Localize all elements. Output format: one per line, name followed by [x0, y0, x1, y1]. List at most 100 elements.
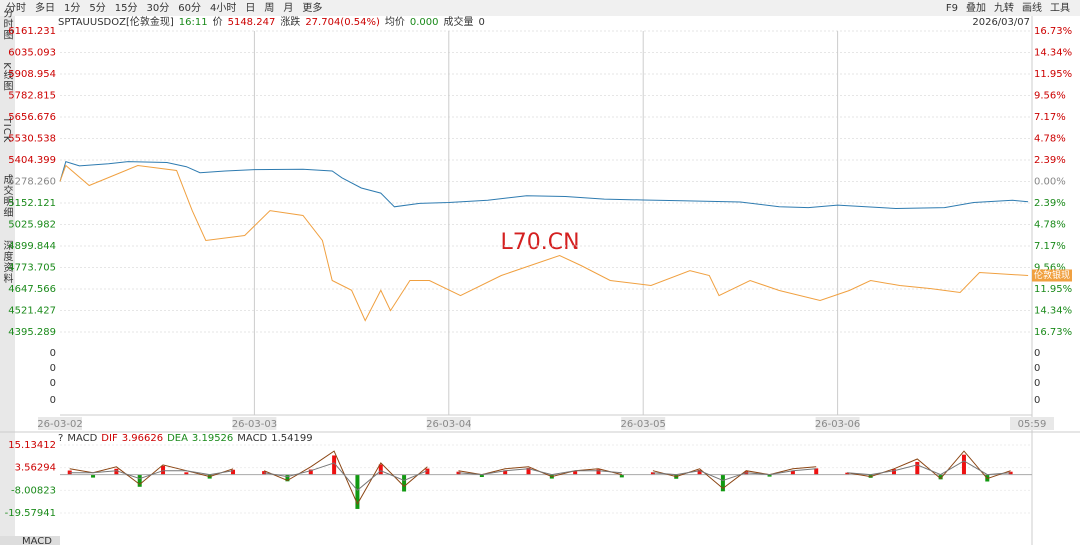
y-tick-label: 5530.538	[8, 133, 56, 144]
blank-tick: 0	[1034, 348, 1040, 359]
info-symbol: SPTAUUSDOZ[伦敦金现]	[58, 15, 174, 28]
info-time: 16:11	[179, 17, 208, 28]
x-tick-label: 26-03-04	[426, 419, 471, 430]
y2-tick-label: 2.39%	[1034, 155, 1066, 166]
y2-tick-label: 4.78%	[1034, 134, 1066, 145]
toolbar	[0, 0, 1080, 16]
macd-dea-line	[652, 468, 817, 482]
y-tick-label: 4521.427	[8, 306, 56, 317]
macd-dif-line	[652, 466, 817, 490]
tool-button[interactable]: 叠加	[966, 2, 986, 14]
macd-bar	[526, 467, 531, 475]
x-tick-bg	[426, 417, 471, 430]
macd-bar	[285, 474, 290, 482]
y-tick-label: 5152.121	[8, 198, 56, 209]
x-tick-label: 26-03-05	[621, 419, 666, 430]
tool-button[interactable]: 工具	[1050, 2, 1070, 14]
macd-dea-line	[69, 470, 234, 480]
x-tick-bg	[621, 417, 666, 430]
period-tab[interactable]: 15分	[115, 2, 138, 14]
macd-tick-label: -19.57941	[5, 508, 56, 519]
info-change: 27.704(0.54%)	[305, 17, 380, 28]
period-tab[interactable]: 月	[283, 2, 293, 14]
side-tab[interactable]: K线图	[1, 62, 13, 92]
y2-tick-label: 14.34%	[1034, 48, 1072, 59]
blank-tick: 0	[1034, 395, 1040, 406]
macd-bar	[114, 468, 119, 475]
period-tab[interactable]: 4小时	[210, 2, 236, 14]
x-tick-bg	[38, 417, 82, 430]
x-tick-bg	[1010, 417, 1054, 430]
period-tab[interactable]: 1分	[64, 2, 80, 14]
y2-tick-label: 14.34%	[1034, 306, 1072, 317]
tool-button[interactable]: F9	[946, 3, 958, 14]
y2-tick-label: 9.56%	[1034, 263, 1066, 274]
overlay-line	[59, 164, 1029, 322]
period-tab[interactable]: 更多	[302, 1, 322, 14]
macd-tab-bg	[0, 536, 60, 545]
macd-bar	[231, 469, 236, 475]
y-tick-label: 4395.289	[8, 327, 56, 338]
macd-bar	[891, 469, 896, 475]
macd-dea-line	[847, 460, 1011, 476]
info-change-label: 涨跌	[280, 15, 300, 28]
x-tick-bg	[232, 417, 277, 430]
overlay-badge	[1032, 269, 1072, 282]
side-tab[interactable]: 深度资料	[1, 240, 13, 284]
y-tick-label: 4773.705	[8, 263, 56, 274]
blank-tick: 0	[50, 395, 56, 406]
period-tab[interactable]: 5分	[89, 2, 105, 14]
y2-tick-label: 11.95%	[1034, 69, 1072, 80]
side-tab[interactable]: 分时图	[1, 7, 13, 40]
tool-button[interactable]: 画线	[1022, 1, 1042, 14]
macd-dif-line	[847, 450, 1011, 480]
macd-dea: 3.19526	[192, 433, 233, 444]
macd-bar	[697, 469, 702, 475]
period-tab[interactable]: 60分	[178, 2, 201, 14]
macd-bar	[790, 470, 795, 475]
y-tick-label: 5782.815	[8, 90, 56, 101]
macd-bar	[845, 472, 850, 475]
info-avg: 0.000	[410, 17, 439, 28]
macd-bar	[650, 472, 655, 475]
macd-bar	[137, 474, 142, 487]
y-tick-label: 5404.399	[8, 155, 56, 166]
macd-help: ?	[58, 433, 63, 444]
tool-button[interactable]: 九转	[994, 1, 1014, 14]
y2-tick-label: 16.73%	[1034, 26, 1072, 37]
period-tab[interactable]: 30分	[146, 2, 169, 14]
x-tick-label: 26-03-03	[232, 419, 277, 430]
x-tick-label: 05:59	[1018, 419, 1047, 430]
macd-bar	[425, 468, 430, 475]
y2-tick-label: 16.73%	[1034, 327, 1072, 338]
blank-tick: 0	[50, 363, 56, 374]
y-tick-label: 6035.093	[8, 47, 56, 58]
macd-bar	[402, 474, 407, 492]
blank-tick: 0	[50, 348, 56, 359]
macd-macd-label: MACD	[237, 433, 267, 444]
side-tab[interactable]: 成交明细	[1, 174, 13, 218]
y-tick-label: 5278.260	[8, 177, 56, 188]
y-tick-label: 5025.982	[8, 220, 56, 231]
blank-tick: 0	[50, 378, 56, 389]
info-volume-label: 成交量	[444, 15, 474, 28]
period-tab[interactable]: 分时	[6, 2, 26, 14]
macd-bar	[767, 474, 772, 477]
macd-bar	[479, 474, 484, 477]
macd-bar	[814, 468, 819, 475]
period-tab[interactable]: 多日	[35, 1, 55, 14]
y2-tick-label: 7.17%	[1034, 112, 1066, 123]
macd-dif-line	[263, 450, 428, 506]
macd-tick-label: 3.56294	[15, 463, 56, 474]
y2-tick-label: 7.17%	[1034, 241, 1066, 252]
side-tab[interactable]: TICK	[1, 116, 12, 144]
period-tab[interactable]: 周	[264, 2, 274, 14]
macd-dea-label: DEA	[167, 433, 188, 444]
period-tab[interactable]: 日	[245, 3, 255, 14]
macd-dif-label: DIF	[101, 433, 118, 444]
macd-tab[interactable]: MACD	[22, 536, 52, 545]
macd-dea-line	[458, 468, 622, 476]
macd-bar	[91, 474, 96, 478]
y-tick-label: 5908.954	[8, 69, 56, 80]
macd-bar	[332, 455, 337, 475]
